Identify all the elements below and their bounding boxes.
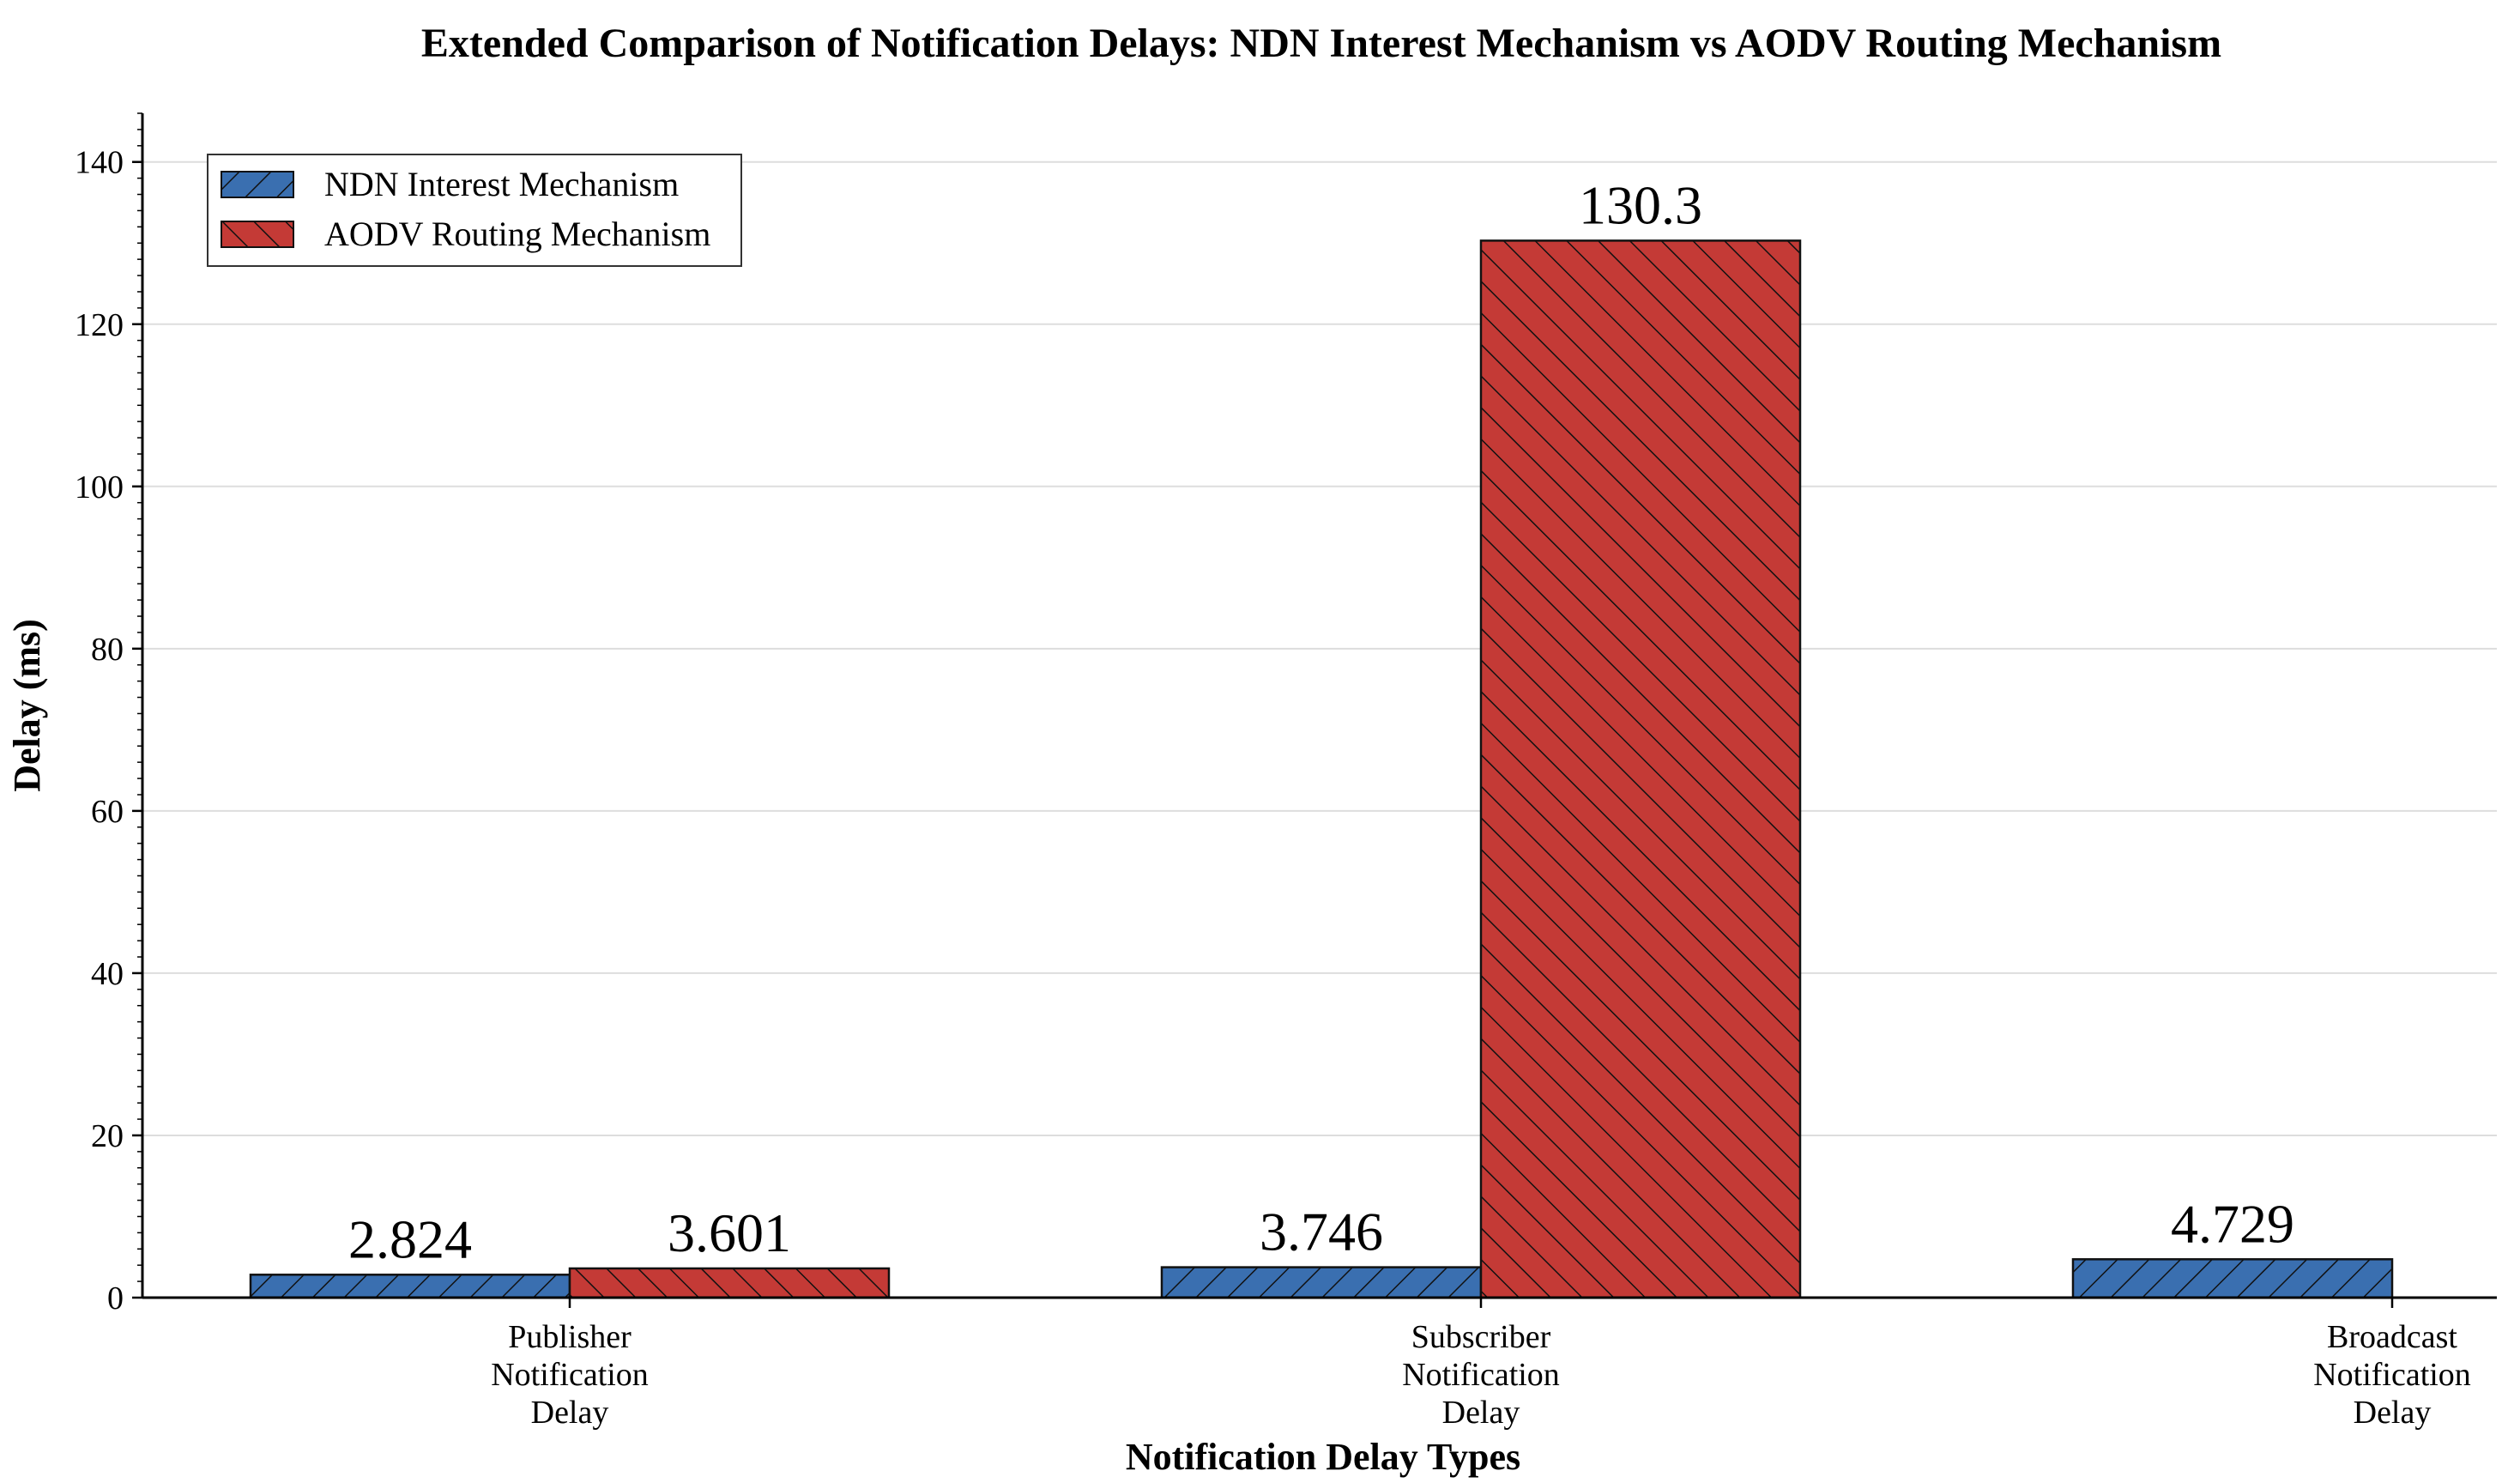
data-label: 4.729	[2171, 1193, 2294, 1254]
x-tick-label: Notification	[2313, 1357, 2471, 1393]
bar-aodv-1	[1479, 239, 1802, 1299]
y-axis-label: Delay (ms)	[6, 619, 48, 792]
data-label: 130.3	[1579, 174, 1702, 235]
y-tick-label: 60	[91, 794, 124, 830]
bar-aodv-0	[568, 1267, 891, 1299]
legend-swatch-aodv	[221, 221, 294, 248]
x-tick-label: Delay	[531, 1395, 609, 1431]
x-axis-label: Notification Delay Types	[1126, 1436, 1520, 1478]
legend-box	[207, 154, 742, 267]
bar-ndn-2	[2071, 1258, 2394, 1299]
data-label: 2.824	[348, 1208, 472, 1269]
bars	[249, 239, 2394, 1299]
y-tick-label: 80	[91, 632, 124, 668]
bar-ndn-1	[1160, 1266, 1483, 1299]
x-tick-label: Broadcast	[2327, 1319, 2457, 1355]
grid	[142, 160, 2497, 1136]
y-tick-label: 0	[107, 1280, 124, 1317]
legend-label: AODV Routing Mechanism	[324, 215, 710, 253]
axes: 020406080100120140PublisherNotificationD…	[75, 112, 2497, 1431]
y-tick-label: 100	[75, 469, 124, 505]
y-tick-label: 140	[75, 145, 124, 181]
y-tick-label: 20	[91, 1118, 124, 1154]
data-label: 3.746	[1260, 1202, 1383, 1262]
x-tick-label: Notification	[1402, 1357, 1560, 1393]
chart-title: Extended Comparison of Notification Dela…	[421, 21, 2221, 66]
legend-label: NDN Interest Mechanism	[324, 165, 679, 203]
x-tick-label: Subscriber	[1411, 1319, 1551, 1355]
x-tick-label: Delay	[2354, 1395, 2432, 1431]
x-tick-label: Notification	[491, 1357, 649, 1393]
legend: NDN Interest Mechanism AODV Routing Mecha…	[207, 154, 742, 267]
value-labels: 2.824 3.746 4.729 3.601 130.3	[348, 174, 2294, 1269]
y-tick-label: 120	[75, 307, 124, 343]
x-tick-label: Publisher	[508, 1319, 632, 1355]
x-tick-label: Delay	[1442, 1395, 1520, 1431]
y-tick-label: 40	[91, 956, 124, 992]
bar-ndn-0	[249, 1274, 571, 1299]
legend-swatch-ndn	[221, 171, 294, 198]
data-label: 3.601	[668, 1202, 791, 1263]
